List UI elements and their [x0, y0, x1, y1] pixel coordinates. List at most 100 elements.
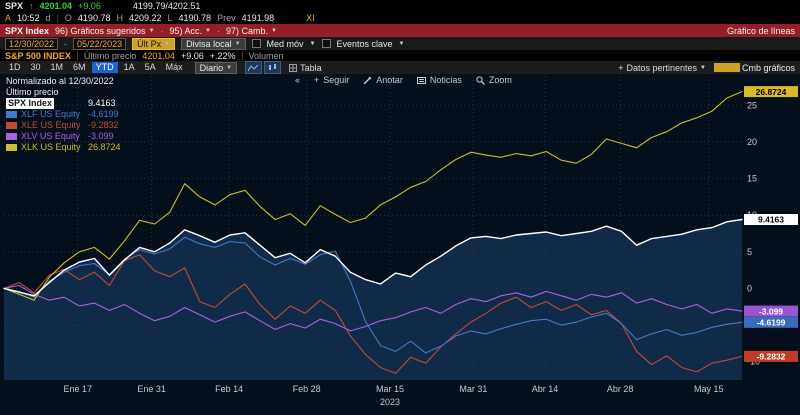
legend-series-value: -4.6199	[88, 109, 119, 119]
menu-dot-separator: ·	[216, 25, 220, 36]
date-range-dash: -	[64, 38, 68, 49]
key-events-label: Eventos clave	[336, 38, 393, 49]
range-tab-1d[interactable]: 1D	[9, 62, 21, 72]
price-type-dropdown[interactable]: Últ Px ▼	[132, 37, 176, 50]
annotate-button[interactable]: Anotar	[363, 75, 403, 85]
track-label: Seguir	[323, 75, 350, 85]
chevron-down-icon: ▼	[164, 40, 171, 47]
ohlc-bar: A 10:52 d | O 4190.78 H 4209.22 L 4190.7…	[0, 12, 800, 24]
range-tab-30[interactable]: 30	[30, 62, 41, 72]
menu-actions-label: 95) Acc.	[169, 25, 203, 36]
chevron-down-icon: ▼	[309, 40, 316, 47]
chart-legend: Normalizado al 12/30/2022 Último precio SP…	[6, 76, 121, 153]
range-tab-1y[interactable]: 1A	[123, 62, 135, 72]
legend-swatch	[6, 122, 17, 129]
x-axis-label: May 15	[694, 384, 724, 394]
candle-chart-type-button[interactable]	[264, 61, 282, 74]
last-price-value: 4201.04	[142, 50, 175, 61]
chevron-down-icon: ▼	[148, 27, 155, 34]
candle-chart-icon	[269, 64, 277, 70]
series-line-XLV	[3, 284, 743, 332]
range-tab-ytd[interactable]: YTD	[91, 62, 118, 73]
legend-series-value: 9.4163	[88, 98, 116, 108]
date-to-field[interactable]: 05/22/2023	[73, 37, 127, 50]
legend-series-value: -3.099	[88, 131, 114, 141]
open-label: O	[64, 13, 72, 23]
plus-icon: +	[618, 62, 624, 73]
track-button[interactable]: + Seguir	[314, 75, 349, 85]
chart-toolbar: « + Seguir Anotar Noticias Zoom	[295, 75, 512, 85]
menu-actions[interactable]: 95) Acc. ▼	[170, 26, 211, 36]
last-price-label: Último precio	[83, 50, 137, 61]
series-line-XLK	[3, 91, 743, 301]
date-from-field[interactable]: 12/30/2022	[5, 37, 59, 50]
collapse-button[interactable]: «	[295, 75, 301, 85]
zoom-button[interactable]: Zoom	[476, 75, 512, 85]
magnifier-icon	[476, 75, 485, 85]
legend-series-value: -9.2832	[88, 120, 119, 130]
range-tab-1m[interactable]: 1M	[50, 62, 64, 72]
volume-label: Volumen	[248, 50, 284, 61]
price-type-value: Últ Px	[137, 38, 162, 49]
news-button[interactable]: Noticias	[416, 75, 462, 85]
legend-item[interactable]: XLF US Equity -4.6199	[6, 109, 121, 120]
range-tab-5y[interactable]: 5A	[144, 62, 156, 72]
news-label: Noticias	[429, 75, 462, 85]
bid-ask-range: 4199.79/4202.51	[132, 1, 201, 11]
price-badge	[744, 305, 798, 317]
chevron-down-icon: ▼	[398, 40, 405, 47]
price-change: +9.06	[78, 1, 101, 11]
related-data-label: Datos pertinentes	[626, 62, 698, 73]
legend-item[interactable]: XLK US Equity 26.8724	[6, 142, 121, 153]
last-price: 4201.04	[39, 1, 73, 11]
open-value: 4190.78	[77, 13, 111, 23]
menu-edit[interactable]: 97) Camb. ▼	[226, 26, 277, 36]
moving-average-label: Med móv	[266, 38, 304, 49]
price-badge	[744, 214, 798, 225]
legend-item[interactable]: SPX Index 9.4163	[6, 98, 121, 109]
price-badge-value: 9.4163	[758, 215, 784, 225]
table-button[interactable]: Tabla	[289, 63, 322, 73]
low-value: 4190.78	[178, 13, 212, 23]
frequency-dropdown[interactable]: Diario ▼	[194, 61, 238, 74]
price-badge	[744, 350, 798, 362]
quote-time: 10:52	[17, 13, 40, 23]
menu-suggested-charts[interactable]: 96) Gráficos sugeridos ▼	[55, 26, 155, 36]
page-title: Gráfico de líneas	[726, 25, 795, 36]
key-events-checkbox[interactable]	[321, 39, 331, 48]
legend-item[interactable]: XLE US Equity -9.2832	[6, 120, 121, 131]
range-tab-6m[interactable]: 6M	[73, 62, 86, 72]
x-axis-label: Feb 28	[293, 384, 321, 394]
related-data-button[interactable]: + Datos pertinentes ▼	[618, 63, 706, 73]
settings-bar: 12/30/2022 - 05/22/2023 Últ Px ▼ Divisa …	[0, 37, 800, 50]
legend-swatch	[6, 144, 17, 151]
menu-suggested-charts-label: 96) Gráficos sugeridos	[55, 25, 146, 36]
change-charts-button[interactable]: Cmb gráficos	[741, 62, 795, 73]
plus-icon: +	[314, 75, 320, 85]
line-chart-type-button[interactable]	[245, 61, 263, 74]
range-toolbar: 1D 30 1M 6M YTD 1A 5A Máx Diario ▼ Tabla…	[0, 61, 800, 74]
low-label: L	[167, 13, 173, 23]
chart-slot-button[interactable]	[713, 63, 740, 72]
legend-series-name: XLV US Equity	[21, 131, 80, 141]
year-label: 2023	[380, 397, 400, 407]
legend-series-name: XLK US Equity	[21, 142, 81, 152]
legend-primary-security: SPX Index	[6, 98, 55, 109]
area-fill	[4, 219, 742, 380]
legend-swatch	[6, 133, 17, 140]
quote-bar: SPX ↑ 4201.04 +9.06 4199.79/4202.51	[0, 0, 800, 12]
price-badge-value: -9.2832	[757, 352, 786, 362]
legend-item[interactable]: XLV US Equity -3.099	[6, 131, 121, 142]
moving-average-checkbox[interactable]	[251, 39, 261, 48]
table-button-label: Tabla	[300, 62, 322, 73]
table-icon	[289, 63, 298, 72]
range-tab-max[interactable]: Máx	[165, 62, 183, 72]
high-value: 4209.22	[128, 13, 162, 23]
currency-dropdown[interactable]: Divisa local ▼	[181, 37, 246, 50]
chevron-down-icon: ▼	[700, 64, 706, 71]
y-axis-label: 25	[747, 100, 757, 110]
menu-bar: SPX Index 96) Gráficos sugeridos ▼ · 95)…	[0, 24, 800, 37]
ticker: SPX	[5, 1, 24, 11]
